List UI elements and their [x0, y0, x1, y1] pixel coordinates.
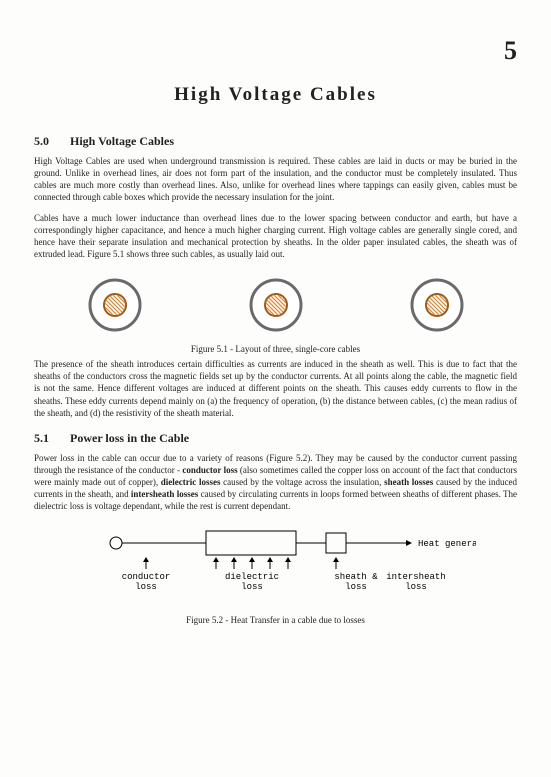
cable-core-icon	[80, 270, 150, 340]
svg-text:loss: loss	[241, 582, 263, 592]
section-number: 5.1	[34, 431, 49, 445]
svg-text:dielectric: dielectric	[224, 572, 278, 582]
paragraph: High Voltage Cables are used when underg…	[34, 155, 517, 204]
svg-text:intersheath: intersheath	[386, 572, 445, 582]
section-title: High Voltage Cables	[70, 134, 174, 148]
svg-text:loss: loss	[345, 582, 367, 592]
svg-text:loss: loss	[405, 582, 427, 592]
figure-5-1	[34, 270, 517, 340]
section-head-5-0: 5.0 High Voltage Cables	[34, 134, 517, 149]
section-number: 5.0	[34, 134, 49, 148]
paragraph: Power loss in the cable can occur due to…	[34, 452, 517, 513]
svg-text:loss: loss	[135, 582, 157, 592]
page-title: High Voltage Cables	[34, 84, 517, 106]
svg-text:Heat generated: Heat generated	[418, 539, 476, 549]
page: 5 High Voltage Cables 5.0 High Voltage C…	[0, 0, 551, 777]
section-title: Power loss in the Cable	[70, 431, 189, 445]
svg-text:sheath &: sheath &	[334, 572, 378, 582]
paragraph: The presence of the sheath introduces ce…	[34, 358, 517, 419]
cable-core-icon	[402, 270, 472, 340]
heat-transfer-diagram: Heat generatedconductorlossdielectriclos…	[76, 521, 476, 611]
paragraph: Cables have a much lower inductance than…	[34, 212, 517, 261]
figure-caption: Figure 5.1 - Layout of three, single-cor…	[34, 344, 517, 354]
section-head-5-1: 5.1 Power loss in the Cable	[34, 431, 517, 446]
figure-5-2: Heat generatedconductorlossdielectriclos…	[76, 521, 476, 611]
figure-caption: Figure 5.2 - Heat Transfer in a cable du…	[34, 615, 517, 625]
cable-core-icon	[241, 270, 311, 340]
chapter-number: 5	[34, 36, 517, 66]
svg-text:conductor: conductor	[121, 572, 170, 582]
